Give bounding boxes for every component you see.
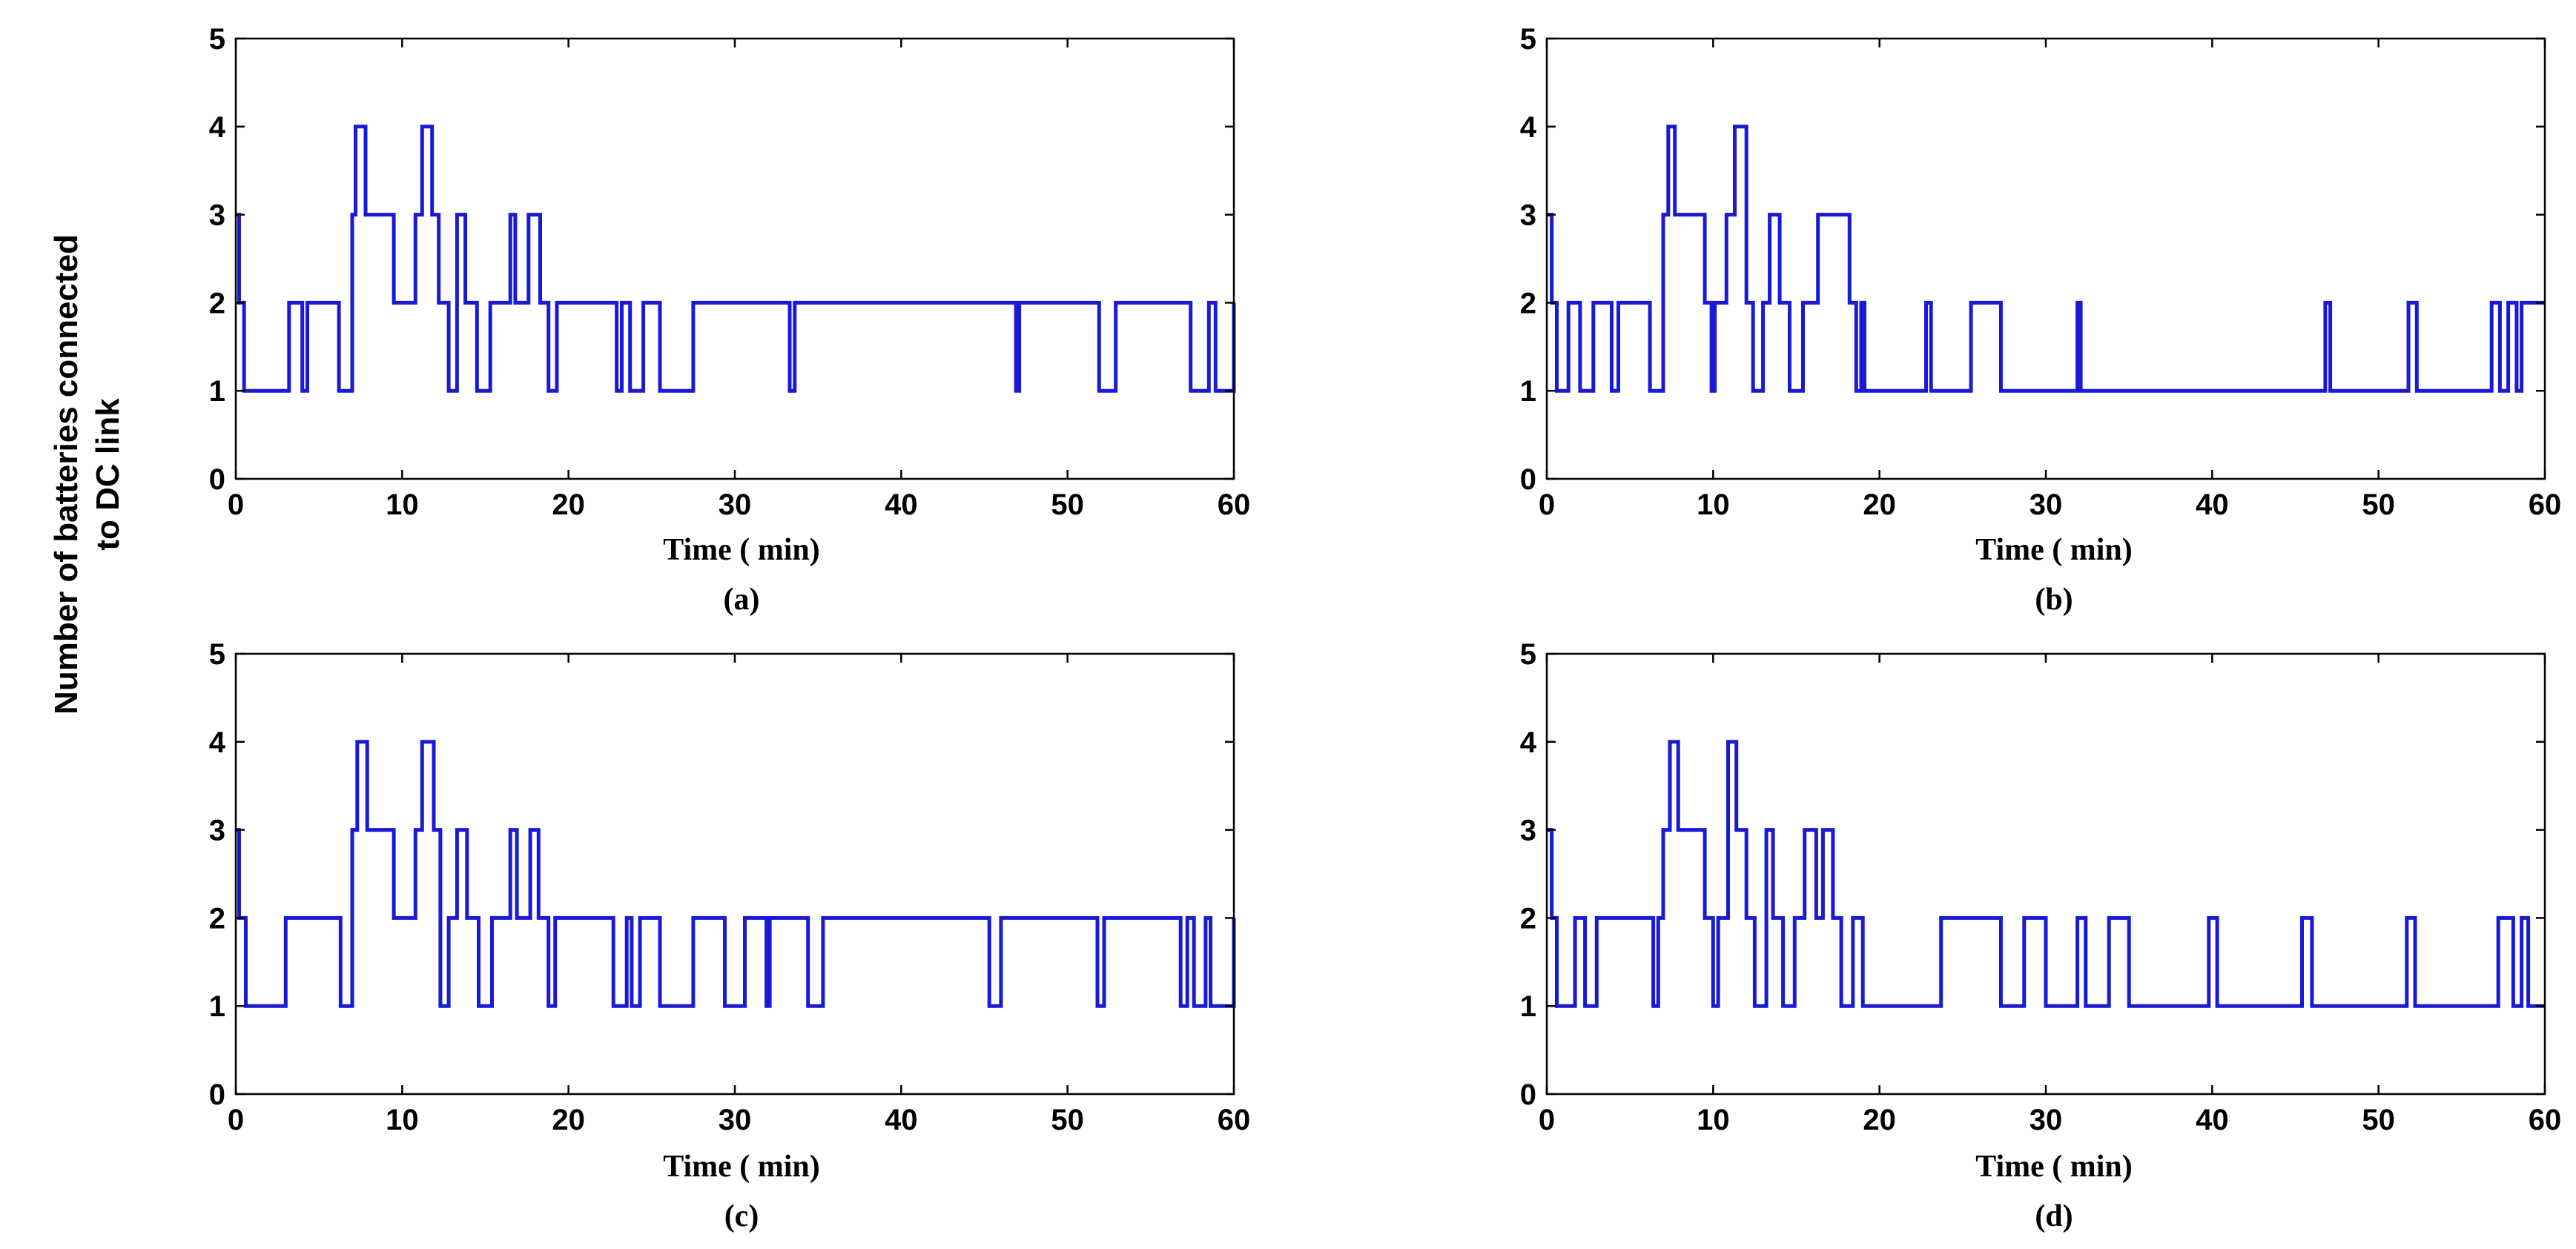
- x-axis-label-d: Time ( min): [1975, 1150, 2133, 1184]
- x-tick-label: 20: [1863, 488, 1896, 521]
- x-tick-label: 60: [2529, 1104, 2562, 1136]
- y-tick-label: 3: [209, 815, 225, 847]
- y-axis-label-line1: Number of batteries connected: [48, 234, 85, 715]
- y-tick-label: 4: [209, 726, 226, 759]
- series-line-c: [236, 740, 1236, 1008]
- x-axis-label-c: Time ( min): [663, 1150, 820, 1184]
- x-tick-label: 50: [2362, 1104, 2395, 1136]
- shared-y-axis-label: Number of batteries connected to DC link: [48, 234, 126, 715]
- x-tick-label: 60: [1218, 488, 1251, 521]
- x-tick-label: 30: [719, 1104, 752, 1136]
- y-tick-label: 1: [209, 990, 225, 1023]
- series-line-b: [1547, 125, 2545, 393]
- x-axis-label-b: Time ( min): [1975, 533, 2133, 567]
- y-tick-label: 4: [1520, 111, 1537, 144]
- y-tick-label: 5: [1520, 638, 1536, 671]
- panel-d: 0 10 20 30 40 50 60 0 1 2 3 4 5 Time ( min) (d): [1520, 638, 2562, 1233]
- y-tick-label: 0: [1520, 463, 1536, 496]
- x-tick-label: 50: [1051, 488, 1084, 521]
- y-tick-label: 2: [209, 902, 225, 935]
- y-tick-label: 5: [1520, 23, 1536, 56]
- x-tick-label: 10: [386, 488, 419, 521]
- y-tick-label: 1: [1520, 990, 1536, 1023]
- y-tick-label: 4: [1520, 726, 1537, 759]
- x-tick-label: 50: [1051, 1104, 1084, 1136]
- x-tick-label: 0: [228, 1104, 244, 1136]
- x-tick-label: 50: [2362, 488, 2395, 521]
- x-tick-label: 10: [386, 1104, 419, 1136]
- panel-a: 0 10 20 30 40 50 60 0 1 2 3 4 5 Time ( min) (a): [209, 23, 1251, 617]
- y-tick-label: 3: [1520, 815, 1536, 847]
- y-tick-label: 0: [209, 463, 225, 496]
- y-tick-label: 1: [209, 375, 225, 408]
- series-line-a: [236, 125, 1236, 393]
- y-tick-label: 3: [1520, 199, 1536, 232]
- x-tick-label: 10: [1697, 488, 1730, 521]
- x-tick-label: 60: [1218, 1104, 1251, 1136]
- x-tick-label: 0: [1539, 488, 1555, 521]
- x-tick-label: 40: [885, 1104, 918, 1136]
- series-line-d: [1547, 740, 2545, 1008]
- y-tick-label: 1: [1520, 375, 1536, 408]
- x-tick-label: 20: [552, 1104, 585, 1136]
- x-tick-label: 0: [1539, 1104, 1555, 1136]
- x-tick-label: 30: [2030, 1104, 2063, 1136]
- x-tick-label: 40: [2196, 488, 2229, 521]
- y-tick-label: 0: [1520, 1079, 1536, 1111]
- x-tick-label: 60: [2529, 488, 2562, 521]
- x-axis-label-a: Time ( min): [663, 533, 820, 567]
- y-tick-label: 0: [209, 1079, 225, 1111]
- y-tick-label: 2: [1520, 902, 1536, 935]
- panel-caption-d: (d): [2035, 1199, 2073, 1233]
- panel-caption-a: (a): [724, 583, 760, 617]
- y-tick-label: 2: [209, 287, 225, 319]
- y-tick-label: 2: [1520, 287, 1536, 319]
- panel-caption-b: (b): [2035, 583, 2073, 617]
- y-axis-label-line2: to DC link: [90, 398, 126, 551]
- x-tick-label: 30: [719, 488, 752, 521]
- x-tick-label: 30: [2030, 488, 2063, 521]
- x-tick-label: 10: [1697, 1104, 1730, 1136]
- y-tick-label: 3: [209, 199, 225, 232]
- x-tick-label: 40: [2196, 1104, 2229, 1136]
- x-tick-label: 40: [885, 488, 918, 521]
- y-tick-label: 5: [209, 638, 225, 671]
- y-tick-label: 4: [209, 111, 226, 144]
- x-tick-label: 20: [1863, 1104, 1896, 1136]
- x-tick-label: 0: [228, 488, 244, 521]
- panel-b: 0 10 20 30 40 50 60 0 1 2 3 4 5 Time ( min) (b): [1520, 23, 2562, 617]
- x-tick-label: 20: [552, 488, 585, 521]
- panel-c: 0 10 20 30 40 50 60 0 1 2 3 4 5 Time ( min) (c): [209, 638, 1251, 1233]
- panel-caption-c: (c): [724, 1199, 759, 1233]
- y-tick-label: 5: [209, 23, 225, 56]
